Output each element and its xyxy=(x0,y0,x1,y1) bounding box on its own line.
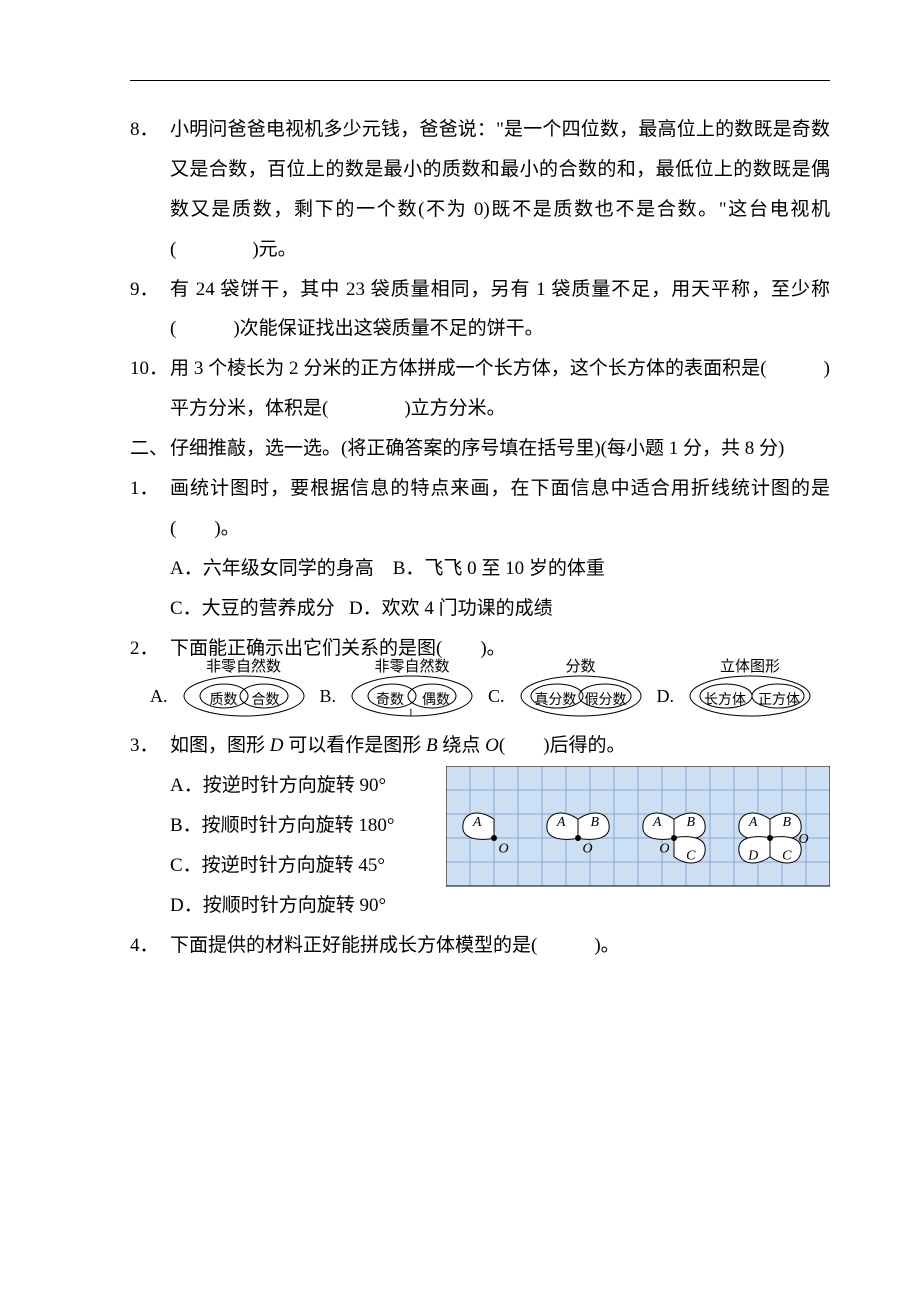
svg-text:D: D xyxy=(747,849,758,864)
s2q1-optA: A．六年级女同学的身高 xyxy=(170,558,374,579)
svg-text:A: A xyxy=(748,815,758,830)
s2q3: 3． 如图，图形 D 可以看作是图形 B 绕点 O( )后得的。 xyxy=(130,726,830,766)
s2q2-B-mid: 1 xyxy=(408,702,414,725)
svg-text:C: C xyxy=(782,849,792,864)
s2q2-C-label: C. xyxy=(488,678,505,716)
svg-text:O: O xyxy=(659,842,669,857)
svg-text:B: B xyxy=(783,815,792,830)
svg-text:C: C xyxy=(686,849,696,864)
s2q4-body: 下面提供的材料正好能拼成长方体模型的是( )。 xyxy=(170,926,830,966)
svg-text:A: A xyxy=(556,815,566,830)
s2q3-optD: D．按顺时针方向旋转 90° xyxy=(170,886,426,926)
s2q2-C-right: 假分数 xyxy=(585,686,627,715)
s2q1-opts1: A．六年级女同学的身高 B．飞飞 0 至 10 岁的体重 xyxy=(130,549,830,589)
s2q2-B-left: 奇数 xyxy=(376,686,404,715)
q8-num: 8． xyxy=(130,110,170,150)
s2q3-layout: A．按逆时针方向旋转 90° B．按顺时针方向旋转 180° C．按逆时针方向旋… xyxy=(130,766,830,926)
s2q2-D-right: 正方体 xyxy=(758,686,800,715)
s2q1-optB: B．飞飞 0 至 10 岁的体重 xyxy=(393,558,605,579)
s2q2-D-label: D. xyxy=(657,678,675,716)
sec2-body: 仔细推敲，选一选。(将正确答案的序号填在括号里)(每小题 1 分，共 8 分) xyxy=(170,429,830,469)
svg-text:O: O xyxy=(583,842,593,857)
s2q1-body: 画统计图时，要根据信息的特点来画，在下面信息中适合用折线统计图的是( )。 xyxy=(170,469,830,549)
s2q3-D: D xyxy=(270,735,284,756)
q9-body: 有 24 袋饼干，其中 23 袋质量相同，另有 1 袋质量不足，用天平称，至少称… xyxy=(170,270,830,350)
q10-num: 10． xyxy=(130,349,170,389)
s2q3-post: ( )后得的。 xyxy=(499,735,626,756)
s2q3-optC: C．按逆时针方向旋转 45° xyxy=(170,846,426,886)
svg-text:B: B xyxy=(591,815,600,830)
s2q2-diagA: 非零自然数 质数 合数 xyxy=(180,672,308,720)
top-rule xyxy=(130,80,830,81)
s2q2-diagrams: A. 非零自然数 质数 合数 B. 非零自然数 xyxy=(130,672,830,720)
sec2-num: 二、 xyxy=(130,429,170,469)
s2q1-optC: C．大豆的营养成分 xyxy=(170,598,335,619)
s2q4-num: 4． xyxy=(130,926,170,966)
s2q3-figure: AOABOABCOABCDO xyxy=(446,766,830,911)
s2q2-diagC: 分数 真分数 假分数 xyxy=(517,672,645,720)
s2q2-C-left: 真分数 xyxy=(535,686,577,715)
s2q1-optD: D．欢欢 4 门功课的成绩 xyxy=(349,598,553,619)
s2q3-pre: 如图，图形 xyxy=(170,735,270,756)
svg-text:A: A xyxy=(652,815,662,830)
q8: 8． 小明问爸爸电视机多少元钱，爸爸说："是一个四位数，最高位上的数既是奇数又是… xyxy=(130,110,830,270)
s2q2-A-label: A. xyxy=(150,678,168,716)
svg-text:B: B xyxy=(687,815,696,830)
q8-body: 小明问爸爸电视机多少元钱，爸爸说："是一个四位数，最高位上的数既是奇数又是合数，… xyxy=(170,110,830,270)
s2q3-mid1: 可以看作是图形 xyxy=(284,735,427,756)
s2q1-opts2: C．大豆的营养成分 D．欢欢 4 门功课的成绩 xyxy=(130,589,830,629)
venn-icon xyxy=(180,672,308,720)
s2q1: 1． 画统计图时，要根据信息的特点来画，在下面信息中适合用折线统计图的是( )。 xyxy=(130,469,830,549)
content: 8． 小明问爸爸电视机多少元钱，爸爸说："是一个四位数，最高位上的数既是奇数又是… xyxy=(130,110,830,966)
q10-body: 用 3 个棱长为 2 分米的正方体拼成一个长方体，这个长方体的表面积是( )平方… xyxy=(170,349,830,429)
s2q3-body: 如图，图形 D 可以看作是图形 B 绕点 O( )后得的。 xyxy=(170,726,830,766)
s2q2-diagD: 立体图形 长方体 正方体 xyxy=(686,672,814,720)
s2q4: 4． 下面提供的材料正好能拼成长方体模型的是( )。 xyxy=(130,926,830,966)
s2q3-optB: B．按顺时针方向旋转 180° xyxy=(170,806,426,846)
s2q2-B-right: 偶数 xyxy=(422,686,450,715)
s2q2-A-right: 合数 xyxy=(252,686,280,715)
s2q2-B-label: B. xyxy=(320,678,337,716)
q9: 9． 有 24 袋饼干，其中 23 袋质量相同，另有 1 袋质量不足，用天平称，… xyxy=(130,270,830,350)
s2q3-opts: A．按逆时针方向旋转 90° B．按顺时针方向旋转 180° C．按逆时针方向旋… xyxy=(130,766,426,926)
svg-text:O: O xyxy=(499,842,509,857)
grid-figure-icon: AOABOABCOABCDO xyxy=(446,766,830,896)
s2q3-O: O xyxy=(485,735,499,756)
s2q3-num: 3． xyxy=(130,726,170,766)
s2q3-mid2: 绕点 xyxy=(438,735,486,756)
q10: 10． 用 3 个棱长为 2 分米的正方体拼成一个长方体，这个长方体的表面积是(… xyxy=(130,349,830,429)
svg-text:O: O xyxy=(799,832,809,847)
sec2-header: 二、 仔细推敲，选一选。(将正确答案的序号填在括号里)(每小题 1 分，共 8 … xyxy=(130,429,830,469)
q9-num: 9． xyxy=(130,270,170,310)
s2q2-A-left: 质数 xyxy=(210,686,238,715)
s2q1-num: 1． xyxy=(130,469,170,509)
s2q2-num: 2． xyxy=(130,629,170,669)
s2q3-optA: A．按逆时针方向旋转 90° xyxy=(170,766,426,806)
s2q3-B: B xyxy=(426,735,438,756)
s2q2-D-left: 长方体 xyxy=(704,686,746,715)
s2q2-diagB: 非零自然数 奇数 偶数 1 xyxy=(348,672,476,720)
svg-text:A: A xyxy=(472,815,482,830)
